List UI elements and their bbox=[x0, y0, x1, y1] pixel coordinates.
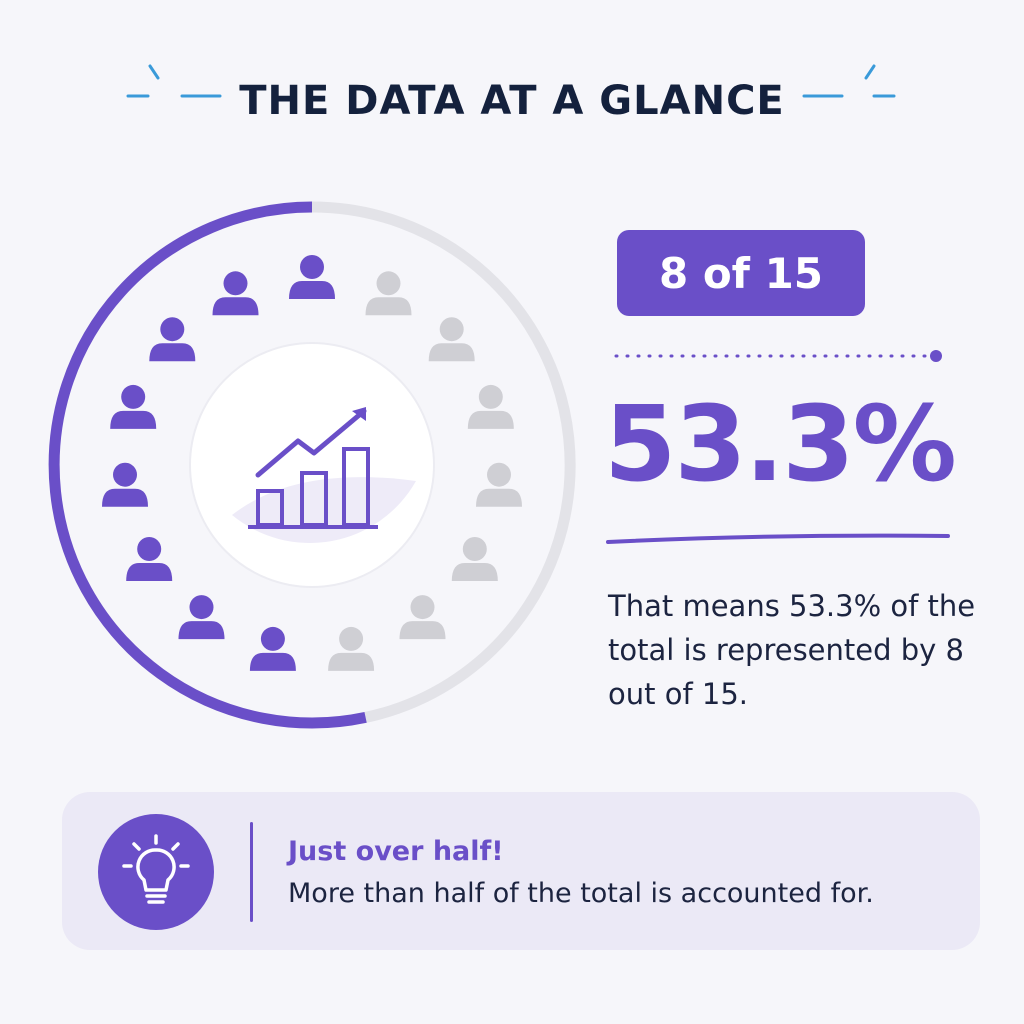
person-icon-highlighted bbox=[126, 537, 173, 581]
header: THE DATA AT A GLANCE bbox=[0, 62, 1024, 132]
ring-progress-arc bbox=[48, 201, 367, 729]
percent-value: 53.3% bbox=[604, 383, 957, 505]
person-icon-highlighted bbox=[102, 462, 148, 507]
trend-arrow-icon bbox=[255, 408, 367, 478]
page-title: THE DATA AT A GLANCE bbox=[239, 78, 785, 124]
person-icon bbox=[467, 384, 514, 429]
center-circle bbox=[189, 342, 435, 588]
left-decoration bbox=[126, 64, 896, 98]
person-icon-highlighted bbox=[289, 255, 335, 299]
center-chart-icon bbox=[189, 342, 435, 588]
people-ring-chart bbox=[48, 201, 576, 729]
callout-divider bbox=[250, 822, 253, 922]
lightbulb-icon bbox=[98, 814, 214, 930]
person-icon-highlighted bbox=[249, 626, 296, 671]
deco-dash bbox=[148, 64, 160, 80]
dotted-divider bbox=[614, 350, 942, 362]
person-icon bbox=[399, 595, 446, 640]
person-icon-highlighted bbox=[178, 595, 225, 640]
callout-heading: Just over half! bbox=[288, 836, 504, 867]
percent-underline bbox=[606, 533, 950, 544]
progress-ring bbox=[48, 201, 576, 729]
arrow-head-icon bbox=[352, 407, 366, 421]
person-icon bbox=[428, 317, 475, 362]
stat-description: That means 53.3% of the total is represe… bbox=[608, 589, 976, 711]
person-icon bbox=[451, 537, 498, 581]
people-group bbox=[102, 255, 522, 671]
count-badge: 8 of 15 bbox=[617, 230, 865, 316]
callout-text: More than half of the total is accounted… bbox=[288, 878, 874, 909]
deco-dash bbox=[864, 64, 876, 80]
person-icon-highlighted bbox=[110, 384, 157, 429]
person-icon bbox=[365, 271, 412, 316]
person-icon bbox=[476, 462, 522, 507]
person-icon bbox=[328, 626, 375, 671]
insight-callout: Just over half! More than half of the to… bbox=[62, 792, 980, 950]
person-icon-highlighted bbox=[149, 317, 196, 362]
dot-end bbox=[930, 350, 942, 362]
ring-remaining-arc bbox=[311, 201, 576, 723]
person-icon-highlighted bbox=[212, 271, 259, 316]
